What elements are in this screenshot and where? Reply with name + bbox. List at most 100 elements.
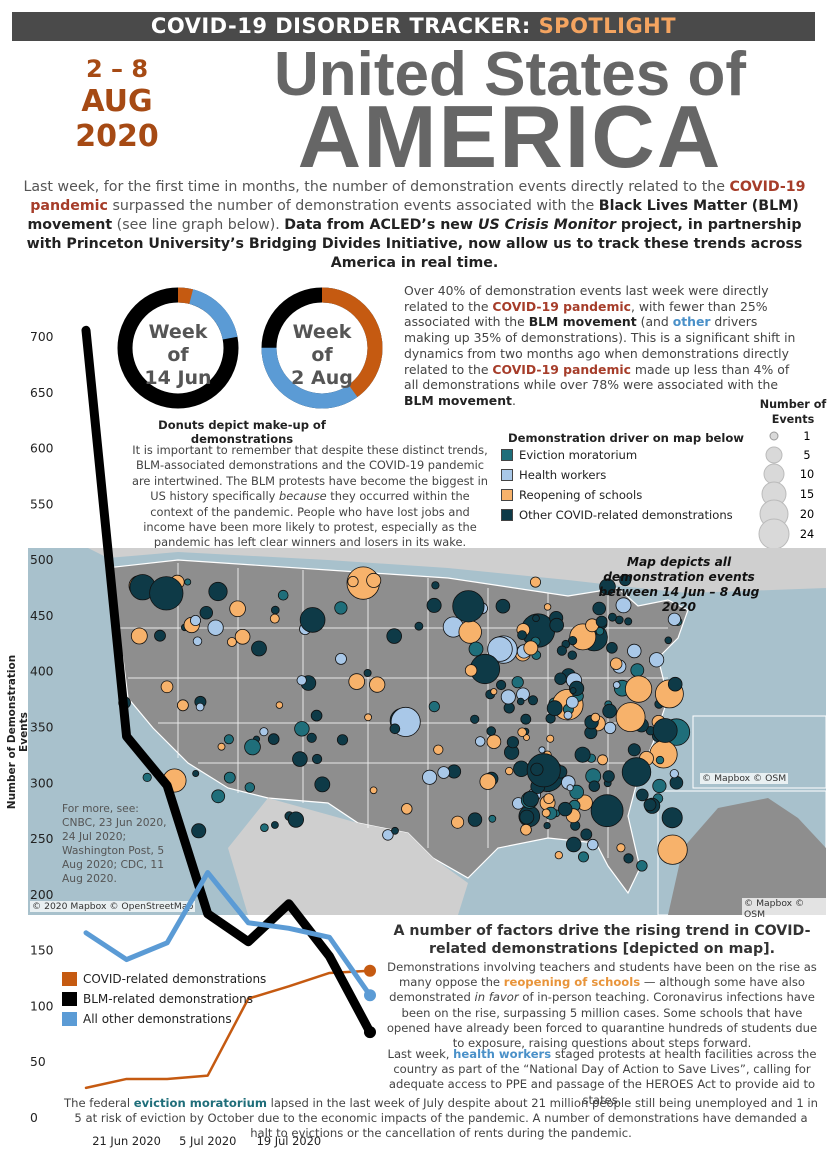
event-dot [563, 710, 573, 720]
event-dot [623, 853, 634, 864]
event-dot [306, 732, 317, 743]
donut-right-covid [261, 287, 383, 409]
chart-legend-swatch [62, 972, 77, 986]
event-dot [530, 762, 544, 776]
event-dot [621, 757, 652, 787]
size-circle-5 [765, 446, 783, 464]
event-dot [401, 803, 413, 815]
legend-swatch [501, 489, 513, 501]
event-dot [538, 746, 546, 754]
y-tick-label: 0 [30, 1111, 38, 1125]
event-dot [369, 786, 378, 795]
event-dot [556, 645, 568, 656]
event-dot [195, 702, 205, 712]
series-endpoint-0 [364, 964, 376, 977]
event-dot [595, 615, 608, 628]
event-dot [389, 723, 401, 735]
legend-label: Eviction moratorium [519, 448, 638, 462]
event-dot [269, 613, 280, 624]
event-dot [649, 740, 678, 769]
event-dot [565, 695, 579, 709]
event-dot [558, 801, 573, 817]
event-dot [590, 712, 601, 723]
event-dot [154, 629, 166, 642]
event-dot [294, 721, 310, 737]
event-dot [529, 576, 541, 588]
intro-text: surpassed the number of demonstration ev… [107, 198, 599, 214]
event-dot [259, 727, 269, 737]
event-dot [334, 601, 348, 615]
legend-swatch [501, 509, 513, 521]
map-legend-title: Demonstration driver on map below [508, 431, 745, 445]
event-dot [627, 743, 641, 757]
p3-infavor: in favor [474, 990, 519, 1005]
size-legend: 1 5 10 15 20 24 [758, 430, 814, 548]
chart-legend-other: All other demonstrations [62, 1012, 232, 1026]
event-dot [184, 578, 192, 586]
event-dot [226, 637, 237, 647]
event-dot [314, 776, 331, 793]
event-dot [364, 713, 373, 722]
event-dot [636, 860, 648, 872]
event-dot [546, 700, 563, 717]
donut-charts: Week of 14 Jun Week of 2 Aug [117, 287, 383, 409]
event-dot [669, 775, 684, 790]
event-dot [511, 676, 524, 689]
event-dot [505, 767, 514, 776]
p1-blm: BLM movement [528, 314, 637, 330]
chart-legend-label: All other demonstrations [83, 1012, 232, 1026]
p5-text: lapsed in the last week of July despite … [74, 1096, 818, 1141]
event-dot [619, 573, 632, 587]
event-dot [271, 605, 280, 615]
event-dot [495, 679, 507, 691]
chart-legend-label: BLM-related demonstrations [83, 992, 253, 1006]
p5-eviction: eviction moratorium [133, 1096, 267, 1110]
p1-covid: COVID-19 pandemic [492, 361, 631, 377]
event-dot [391, 826, 399, 835]
event-dot [523, 640, 539, 656]
event-dot [277, 589, 289, 601]
p1-blm: BLM movement [404, 392, 512, 408]
intro-monitor: US Crisis Monitor [477, 217, 616, 233]
date-month: AUG [81, 84, 153, 119]
series-endpoint-2 [364, 989, 376, 1002]
event-dot [199, 605, 214, 620]
event-dot [490, 688, 498, 696]
event-dot [464, 664, 478, 677]
event-dot [142, 772, 152, 782]
event-dot [229, 600, 246, 618]
p1-covid: COVID-19 pandemic [492, 298, 631, 314]
event-dot [624, 617, 633, 626]
map-land-canada [88, 548, 826, 593]
event-dot [192, 636, 203, 646]
event-dot [517, 630, 528, 640]
event-dot [500, 689, 516, 705]
size-label: 15 [800, 488, 814, 501]
event-dot [616, 843, 626, 853]
event-dot [422, 769, 438, 785]
event-dot [592, 601, 606, 616]
p1-text: drivers making up 35% of demonstrations)… [404, 314, 796, 377]
event-dot [287, 811, 304, 828]
size-label: 1 [803, 430, 810, 443]
donut-caption: Donuts depict make-up of demonstrations [158, 418, 326, 446]
event-dot [479, 773, 497, 790]
event-dot [574, 746, 591, 763]
event-dot [567, 650, 578, 660]
size-circle-1 [769, 431, 779, 441]
donut-left-covid [117, 287, 239, 409]
size-circle-10 [763, 463, 785, 485]
event-dot [433, 744, 444, 755]
event-dot [267, 733, 280, 745]
y-tick-label: 50 [30, 1055, 46, 1069]
event-dot [595, 626, 605, 636]
event-dot [366, 572, 382, 588]
event-dot [526, 753, 561, 788]
event-dot [599, 578, 616, 596]
event-dot [189, 615, 201, 627]
event-dot [657, 834, 688, 865]
schools-paragraph: Demonstrations involving teachers and st… [386, 960, 818, 1051]
event-dot [130, 627, 148, 645]
chart-legend-blm: BLM-related demonstrations [62, 992, 253, 1006]
donut-left-of: of [167, 344, 189, 366]
